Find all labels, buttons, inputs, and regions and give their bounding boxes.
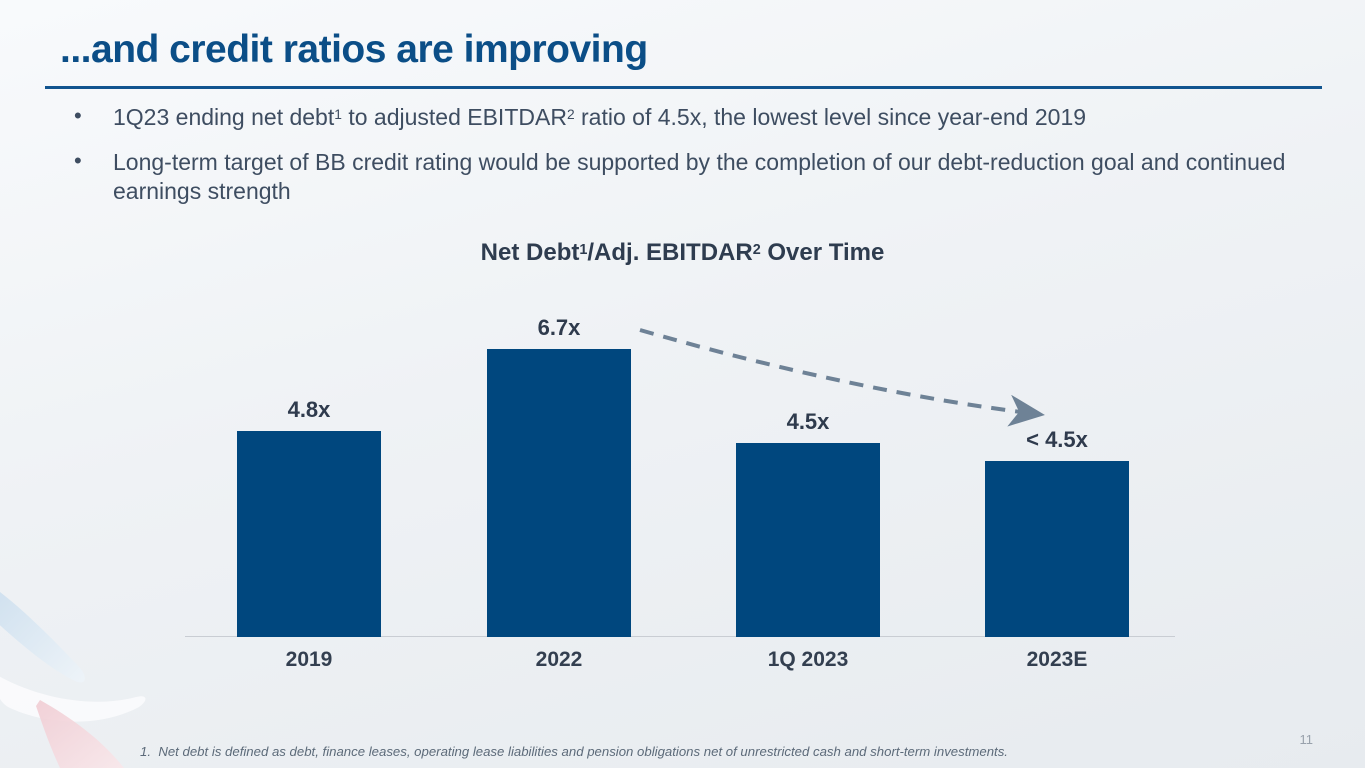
bar-2019 bbox=[237, 431, 381, 637]
bar-value-label: 4.5x bbox=[786, 409, 830, 434]
footnotes: 1. Net debt is defined as debt, finance … bbox=[140, 711, 1225, 768]
footnote-ref-2: 2 bbox=[752, 241, 761, 258]
bullet-dot: • bbox=[74, 148, 82, 173]
title-underline bbox=[45, 86, 1322, 89]
x-axis-label: 2023E bbox=[1026, 648, 1088, 671]
bullet-text: ratio of 4.5x, the lowest level since ye… bbox=[574, 104, 1087, 130]
bar-value-label: 6.7x bbox=[537, 315, 581, 340]
bar-2022 bbox=[487, 349, 631, 637]
bar-value-label: 4.8x bbox=[287, 397, 331, 422]
bullet-item-net-debt-ratio: • 1Q23 ending net debt1 to adjusted EBITD… bbox=[60, 103, 1308, 135]
x-axis-label: 2019 bbox=[285, 648, 333, 671]
footnote-ref-1: 1 bbox=[334, 106, 342, 122]
chart-title: Net Debt1/Adj. EBITDAR2 Over Time bbox=[0, 239, 1365, 267]
bar-2023e bbox=[985, 461, 1129, 637]
bullet-dot: • bbox=[74, 103, 82, 128]
bar-1q-2023 bbox=[736, 443, 880, 637]
bullet-list: • 1Q23 ending net debt1 to adjusted EBITD… bbox=[60, 103, 1310, 219]
footnote-ref-2: 2 bbox=[566, 106, 575, 122]
bullet-text: to adjusted EBITDAR bbox=[341, 104, 567, 130]
chart-title-text: Net Debt bbox=[480, 239, 580, 266]
x-axis-line bbox=[185, 636, 1175, 637]
chart-title-text: /Adj. EBITDAR bbox=[587, 239, 753, 266]
bullet-item-credit-rating-target: • Long-term target of BB credit rating wo… bbox=[60, 148, 1308, 206]
bullet-text: Long-term target of BB credit rating wou… bbox=[113, 149, 1286, 204]
bullet-text: 1Q23 ending net debt bbox=[113, 104, 335, 130]
footnote-ref-1: 1 bbox=[579, 241, 588, 258]
footnote-1: 1. Net debt is defined as debt, finance … bbox=[140, 744, 1008, 759]
chart-title-text: Over Time bbox=[760, 239, 885, 266]
x-axis-label: 1Q 2023 bbox=[767, 648, 849, 671]
page-title: ...and credit ratios are improving bbox=[60, 28, 648, 71]
bar-value-label: < 4.5x bbox=[1026, 427, 1088, 452]
x-axis-label: 2022 bbox=[535, 648, 583, 671]
page-number: 11 bbox=[1299, 732, 1314, 747]
